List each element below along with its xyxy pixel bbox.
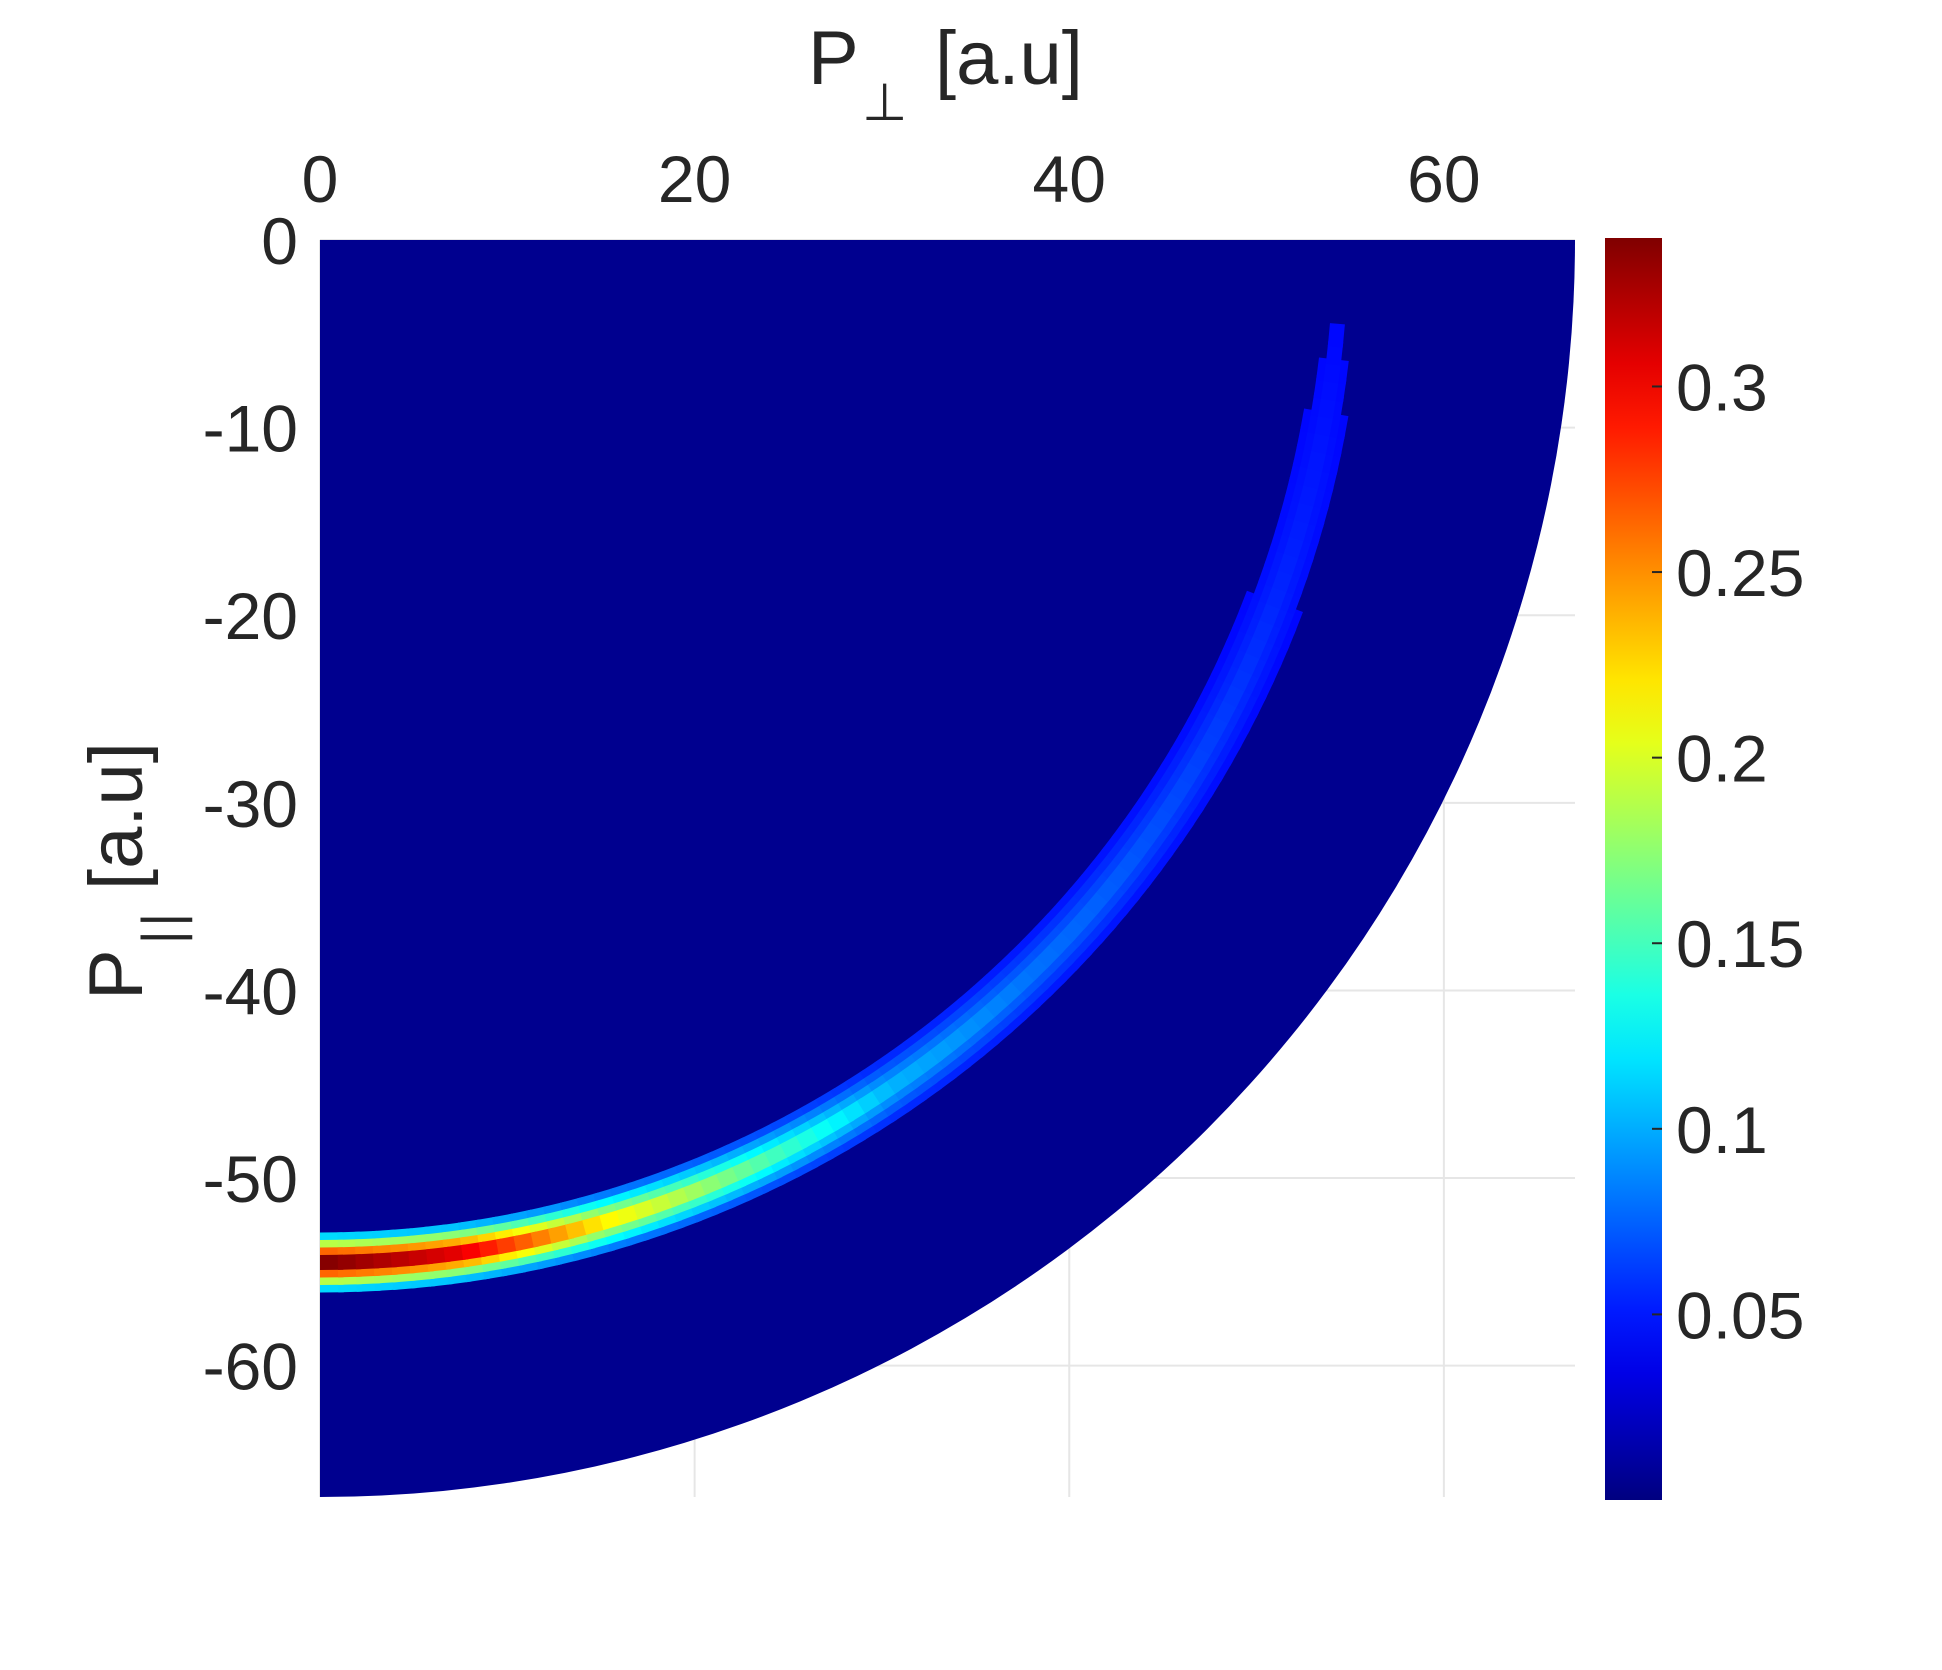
y-axis-label-unit: [a.u]	[74, 742, 159, 890]
colorbar-tick-label: 0.15	[1676, 907, 1804, 981]
y-tick-label: -30	[203, 767, 298, 841]
y-tick-label: -50	[203, 1142, 298, 1216]
y-tick-label: -40	[203, 954, 298, 1028]
y-tick-label: -10	[203, 392, 298, 466]
y-axis-title: P || [a.u]	[74, 742, 193, 1000]
y-tick-label: 0	[261, 204, 298, 278]
colorbar-gradient	[1605, 238, 1662, 1500]
ring-segment	[1327, 323, 1345, 348]
ring-segment	[337, 1254, 362, 1270]
x-tick-label: 60	[1407, 142, 1480, 216]
y-axis: 0 -10 -20 -30 -40 -50 -60	[203, 204, 298, 1404]
x-tick-label: 40	[1033, 142, 1106, 216]
density-ring	[320, 323, 1349, 1293]
colorbar: 0.05 0.1 0.15 0.2 0.25 0.3	[1605, 238, 1804, 1500]
x-axis: 0 20 40 60	[302, 142, 1481, 216]
x-axis-title: P ⊥ [a.u]	[808, 16, 1083, 133]
colorbar-tick-label: 0.3	[1676, 350, 1768, 424]
colorbar-tick-label: 0.2	[1676, 722, 1768, 796]
colorbar-ticks: 0.05 0.1 0.15 0.2 0.25 0.3	[1652, 350, 1804, 1352]
y-axis-label: P	[74, 949, 159, 1000]
y-axis-label-subscript: ||	[133, 911, 193, 946]
x-axis-label-subscript: ⊥	[862, 73, 907, 133]
x-tick-label: 20	[658, 142, 731, 216]
colorbar-tick-label: 0.25	[1676, 536, 1804, 610]
plot-area	[319, 239, 1575, 1497]
y-tick-label: -20	[203, 579, 298, 653]
colorbar-tick-label: 0.1	[1676, 1093, 1768, 1167]
x-axis-label-unit: [a.u]	[935, 16, 1083, 101]
x-tick-label: 0	[302, 142, 339, 216]
colorbar-tick-label: 0.05	[1676, 1278, 1804, 1352]
ring-segment	[320, 1254, 344, 1270]
y-tick-label: -60	[203, 1330, 298, 1404]
x-axis-label: P	[808, 16, 859, 101]
